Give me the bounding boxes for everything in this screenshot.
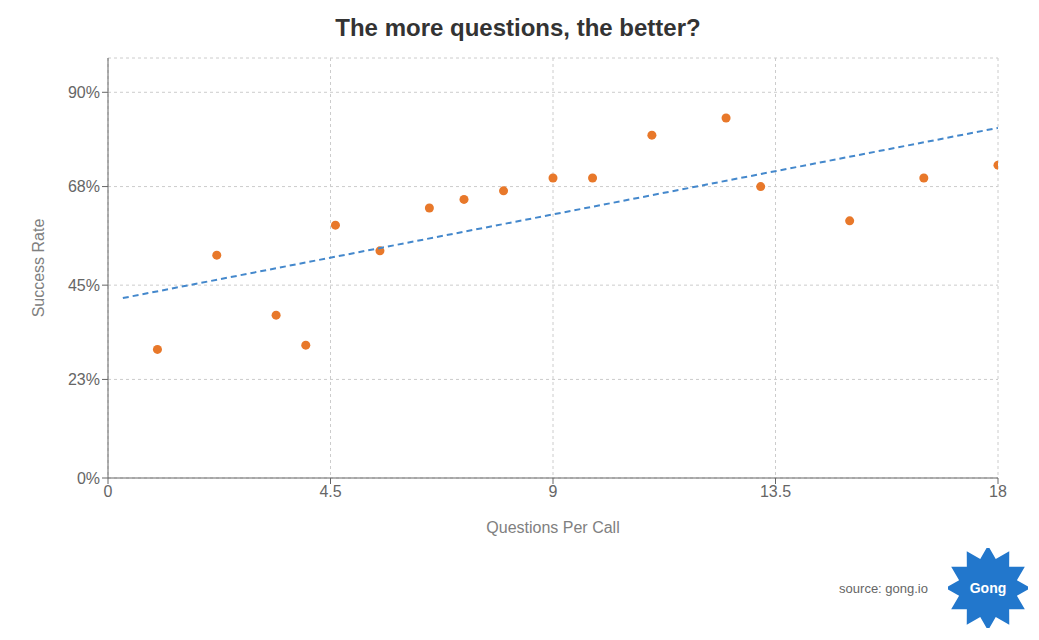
svg-text:90%: 90% [68,84,100,101]
html-text:The more questions, the better: The more questions, the better? [335,14,701,41]
svg-text:0%: 0% [77,470,100,487]
svg-text:Questions Per Call: Questions Per Call [486,519,619,536]
svg-text:18: 18 [989,483,1007,500]
svg-text:45%: 45% [68,277,100,294]
svg-text:9: 9 [549,483,558,500]
svg-text:Gong: Gong [970,580,1007,596]
svg-text:Success Rate: Success Rate [30,219,47,318]
svg-text:4.5: 4.5 [319,483,341,500]
svg-text:0: 0 [104,483,113,500]
svg-text:13.5: 13.5 [760,483,791,500]
html-text:source: gong.io: source: gong.io [839,580,928,596]
svg-text:68%: 68% [68,178,100,195]
svg-text:23%: 23% [68,371,100,388]
